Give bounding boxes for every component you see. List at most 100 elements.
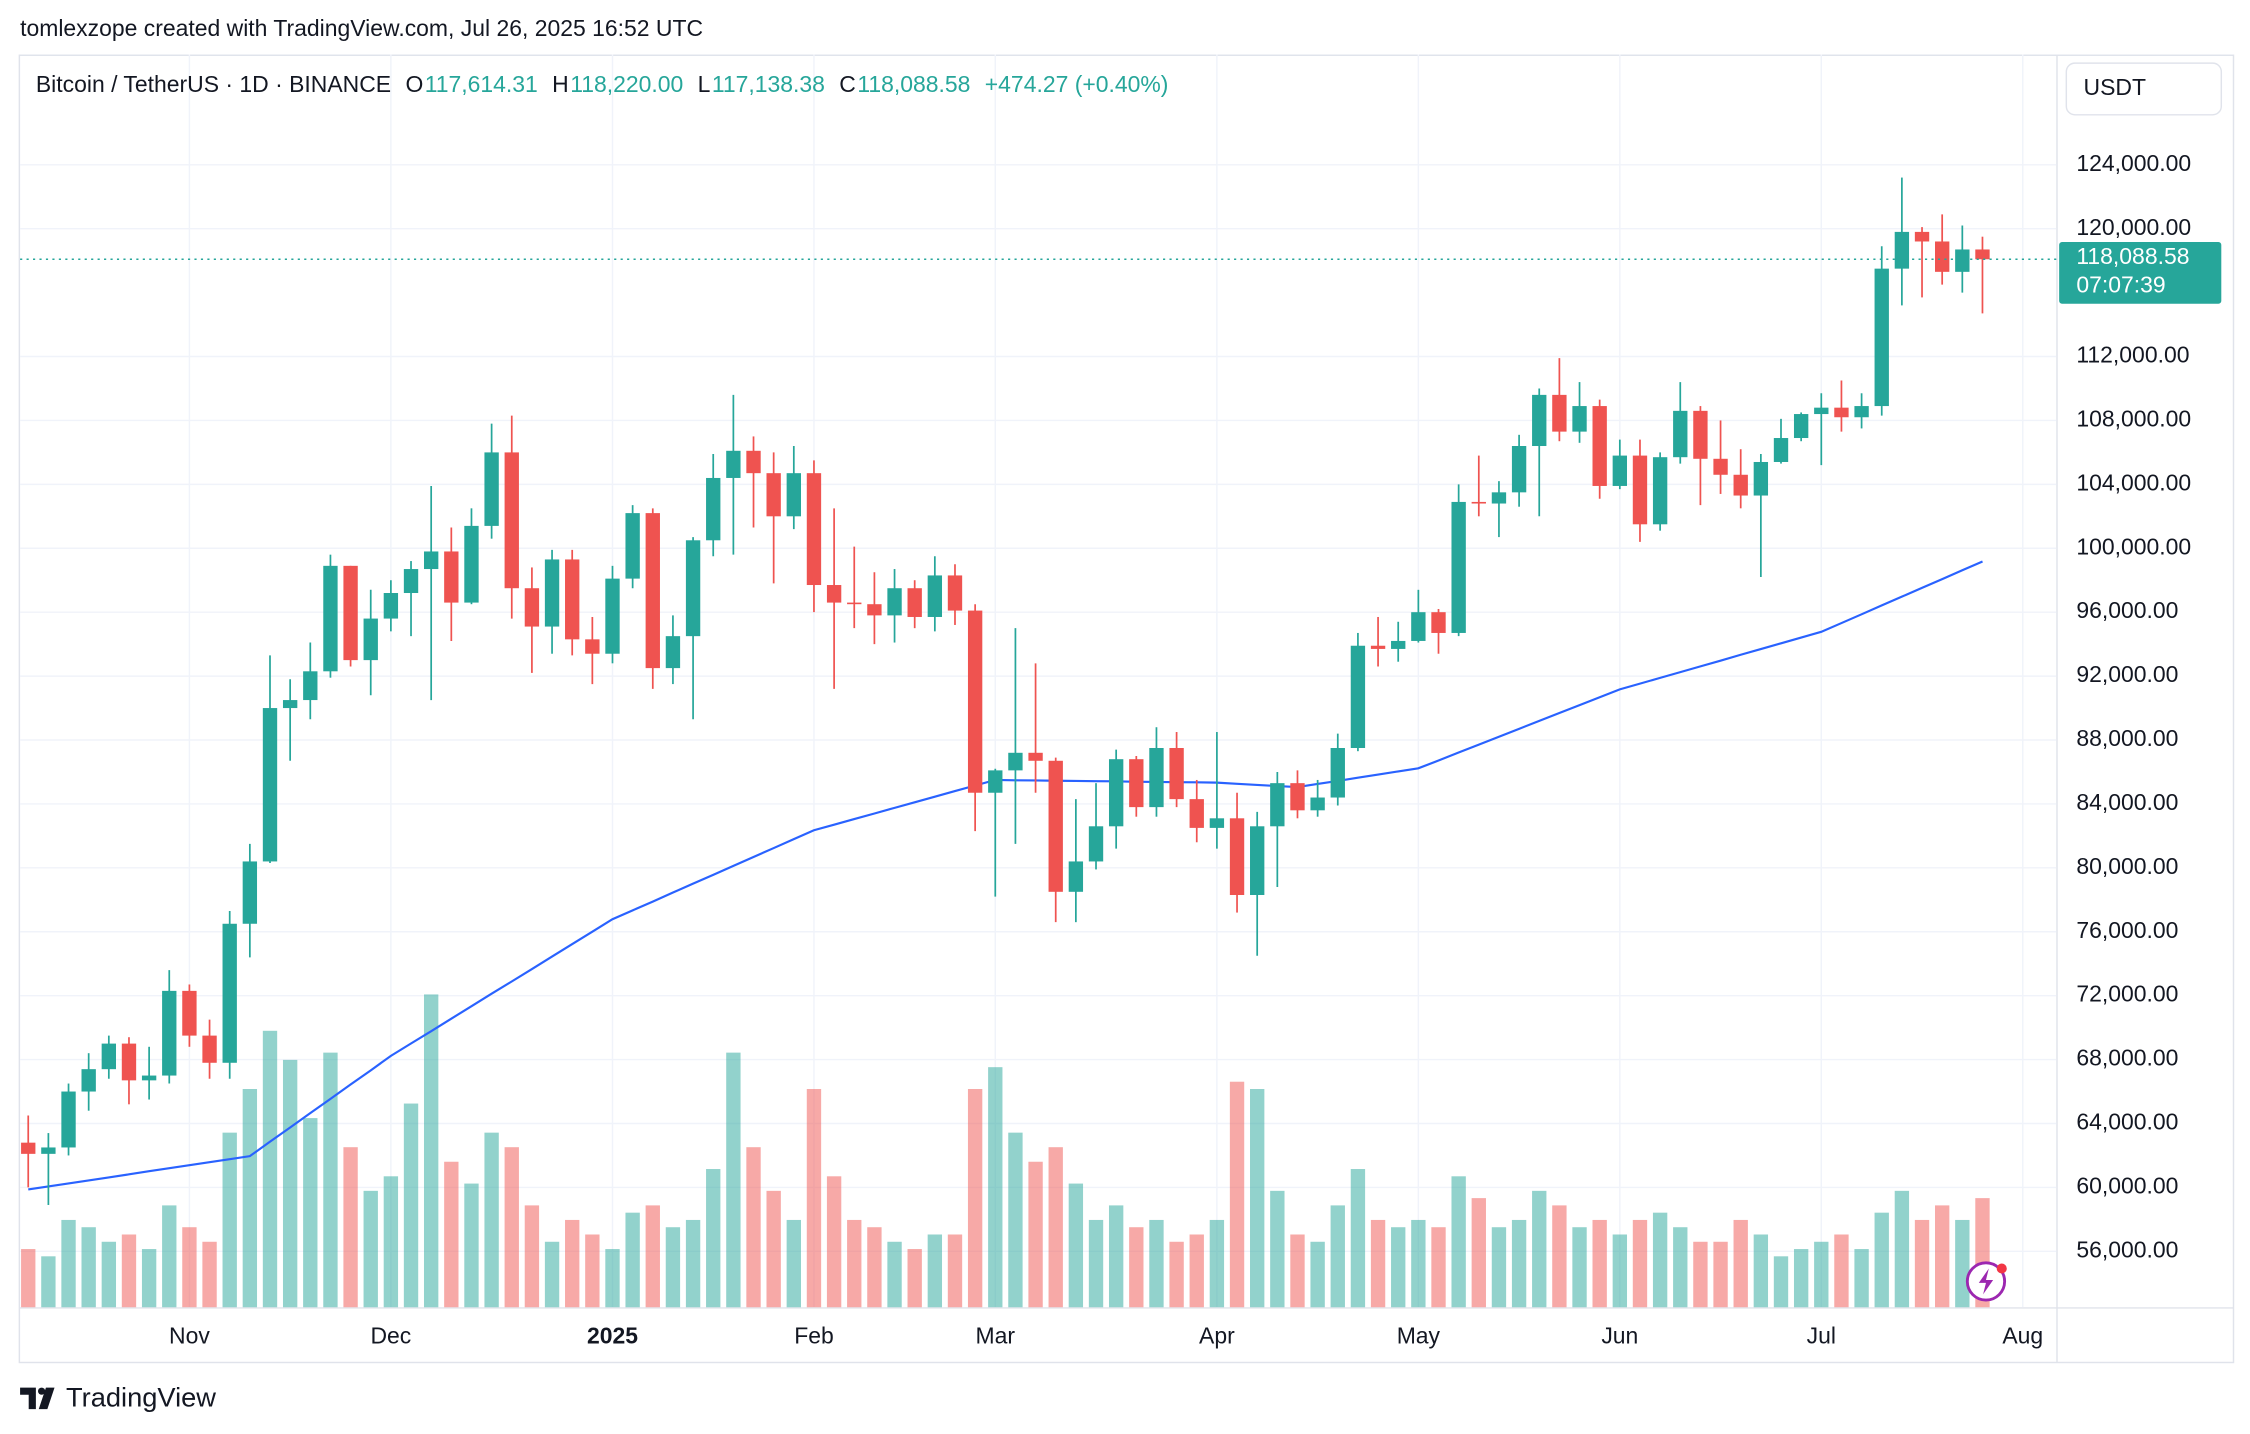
- volume-bar: [1834, 1234, 1849, 1308]
- volume-bar: [1108, 1205, 1124, 1308]
- candle-body: [1189, 799, 1204, 828]
- alert-bolt[interactable]: [1978, 1268, 1994, 1295]
- candle-body: [1108, 759, 1124, 827]
- candle-body: [1955, 249, 1970, 272]
- volume-bar: [524, 1205, 540, 1308]
- volume-bar: [887, 1241, 902, 1308]
- volume-bar: [1028, 1161, 1043, 1308]
- currency-button[interactable]: [2065, 62, 2223, 116]
- candle-body: [988, 770, 1003, 793]
- volume-bar: [1693, 1241, 1708, 1308]
- candle-body: [41, 1147, 56, 1154]
- candle-body: [706, 477, 721, 541]
- candle-body: [565, 559, 580, 640]
- volume-bar: [1552, 1205, 1567, 1308]
- x-tick-label: May: [1397, 1322, 1441, 1348]
- x-tick-label: Nov: [169, 1322, 210, 1348]
- volume-bar: [81, 1227, 96, 1308]
- volume-bar: [1955, 1219, 1970, 1308]
- volume-bar: [1431, 1227, 1446, 1308]
- candle-body: [182, 990, 197, 1036]
- candle-body: [1088, 826, 1104, 862]
- y-tick-label: 60,000.00: [2076, 1172, 2178, 1198]
- candle-body: [1652, 457, 1668, 525]
- volume-bar: [1330, 1205, 1345, 1308]
- volume-bar: [1189, 1234, 1204, 1308]
- legend-item: 118,220.00: [570, 71, 683, 97]
- candle-body: [363, 618, 378, 661]
- volume-bar: [303, 1118, 318, 1308]
- volume-bar: [323, 1052, 338, 1308]
- y-tick-label: 108,000.00: [2076, 406, 2191, 432]
- candle-body: [1773, 438, 1789, 462]
- volume-bar: [1511, 1219, 1527, 1308]
- volume-bar: [907, 1249, 922, 1308]
- y-tick-label: 92,000.00: [2076, 661, 2178, 687]
- candle-body: [746, 450, 761, 474]
- alert-icon[interactable]: [1965, 1261, 2007, 1302]
- y-tick-label: 76,000.00: [2076, 917, 2178, 943]
- volume-bar: [625, 1212, 640, 1308]
- volume-bar: [927, 1234, 943, 1308]
- volume-bar: [1088, 1219, 1104, 1308]
- y-tick-label: 104,000.00: [2076, 469, 2191, 495]
- candle-body: [141, 1075, 157, 1081]
- brand: TradingView: [66, 1381, 216, 1412]
- volume-bar: [464, 1183, 479, 1308]
- y-tick-label: 112,000.00: [2076, 342, 2189, 368]
- volume-bar: [1008, 1132, 1023, 1308]
- volume-bar: [1129, 1227, 1144, 1308]
- volume-bar: [645, 1205, 660, 1308]
- currency-label[interactable]: USDT: [2084, 74, 2146, 100]
- candle-body: [665, 636, 681, 669]
- legend-item: 117,614.31: [425, 71, 538, 97]
- volume-bar: [988, 1067, 1003, 1308]
- candle-body: [786, 473, 801, 517]
- volume-bar: [1451, 1176, 1466, 1308]
- logo-mark: [20, 1387, 55, 1410]
- candle-body: [484, 452, 499, 526]
- candle-body: [1874, 268, 1889, 407]
- candle-body: [1290, 783, 1305, 811]
- moving-average-line: [28, 560, 1983, 1191]
- candle-body: [806, 473, 822, 586]
- volume-bar: [162, 1205, 177, 1308]
- volume-bar: [403, 1103, 419, 1308]
- volume-bar: [544, 1241, 560, 1308]
- candle-body: [1270, 783, 1285, 827]
- volume-bar: [1914, 1219, 1930, 1308]
- candle-body: [685, 540, 701, 637]
- volume-bar: [867, 1227, 882, 1308]
- candle-body: [1914, 231, 1930, 242]
- candle-body: [61, 1091, 76, 1148]
- volume-bar: [1229, 1081, 1245, 1308]
- candle-body: [887, 588, 902, 616]
- candle-body: [81, 1069, 96, 1092]
- candle-body: [967, 610, 983, 793]
- candle-body: [202, 1035, 217, 1063]
- candle-body: [1068, 861, 1084, 892]
- volume-bar: [1773, 1256, 1789, 1308]
- candle-body: [1834, 407, 1849, 418]
- candle-body: [585, 639, 600, 654]
- candle-body: [1511, 446, 1527, 493]
- candle-body: [524, 588, 540, 627]
- candle-body: [1411, 612, 1426, 641]
- volume-bar: [806, 1088, 822, 1308]
- chart-frame: [18, 54, 2235, 1364]
- candle-body: [1854, 406, 1869, 418]
- volume-bar: [746, 1147, 761, 1308]
- alert-dot[interactable]: [1996, 1263, 2007, 1274]
- candle-body: [383, 593, 399, 619]
- volume-bar: [1874, 1212, 1889, 1308]
- candle-body: [1552, 394, 1567, 432]
- y-tick-label: 72,000.00: [2076, 981, 2178, 1007]
- volume-bar: [282, 1059, 298, 1308]
- volume-bar: [21, 1249, 36, 1308]
- candle-body: [1471, 501, 1486, 504]
- volume-bar: [1592, 1219, 1607, 1308]
- candle-body: [343, 565, 358, 661]
- volume-bar: [262, 1030, 278, 1308]
